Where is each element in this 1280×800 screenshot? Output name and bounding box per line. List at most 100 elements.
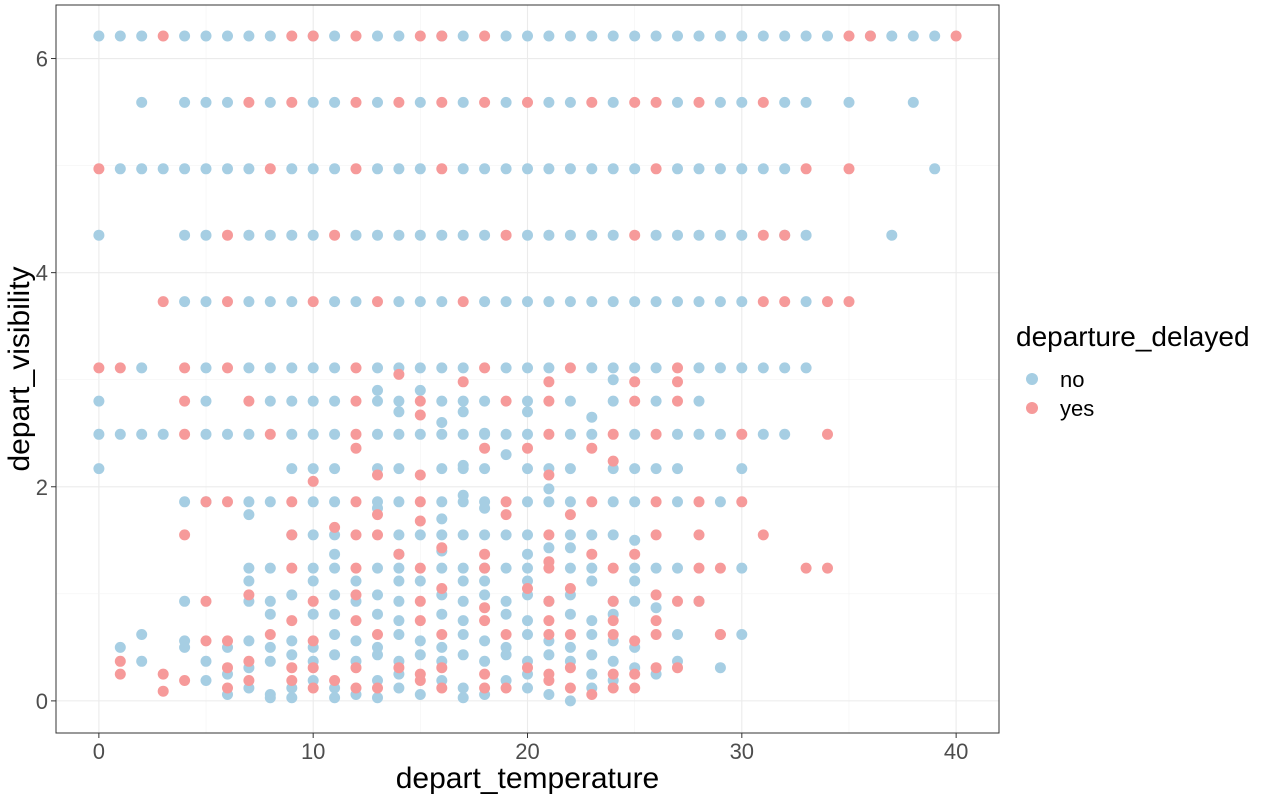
- data-point-yes: [800, 562, 812, 574]
- data-point-yes: [157, 296, 169, 308]
- data-point-yes: [629, 96, 641, 108]
- data-point-yes: [436, 583, 448, 594]
- data-point-yes: [822, 296, 833, 308]
- data-point-no: [372, 163, 383, 175]
- data-point-yes: [414, 515, 426, 527]
- data-point-no: [629, 163, 641, 175]
- data-point-no: [457, 395, 469, 407]
- legend-title: departure_delayed: [1016, 321, 1250, 352]
- data-point-no: [93, 30, 105, 42]
- data-point-no: [522, 406, 533, 418]
- data-point-no: [500, 449, 512, 461]
- data-point-yes: [500, 682, 512, 694]
- data-point-no: [393, 496, 405, 508]
- data-point-yes: [179, 395, 191, 407]
- data-point-yes: [586, 496, 598, 508]
- data-point-yes: [307, 662, 319, 674]
- data-point-no: [157, 163, 169, 175]
- data-point-yes: [436, 629, 448, 640]
- data-point-yes: [586, 548, 598, 560]
- data-point-no: [457, 459, 469, 471]
- data-point-no: [329, 589, 341, 601]
- data-point-no: [393, 428, 405, 440]
- data-point-yes: [222, 296, 233, 308]
- data-point-no: [393, 229, 405, 241]
- data-point-no: [436, 362, 448, 374]
- data-point-no: [307, 395, 319, 407]
- data-point-yes: [500, 509, 512, 521]
- data-point-no: [500, 362, 512, 374]
- data-point-yes: [479, 682, 491, 694]
- data-point-yes: [264, 163, 276, 175]
- data-point-no: [393, 682, 405, 694]
- data-point-no: [714, 496, 726, 508]
- data-point-no: [264, 562, 276, 574]
- data-point-no: [607, 30, 619, 42]
- data-point-yes: [179, 362, 191, 374]
- data-point-no: [500, 562, 512, 574]
- data-point-yes: [222, 662, 233, 674]
- data-point-no: [500, 529, 512, 541]
- data-point-no: [543, 229, 555, 241]
- data-point-no: [393, 629, 405, 640]
- data-point-yes: [672, 662, 683, 674]
- data-point-no: [264, 229, 276, 241]
- data-point-no: [522, 229, 533, 241]
- data-point-no: [329, 496, 341, 508]
- data-point-no: [264, 395, 276, 407]
- data-point-yes: [629, 682, 641, 694]
- data-point-yes: [286, 615, 298, 627]
- data-point-no: [393, 615, 405, 627]
- data-point-no: [522, 428, 533, 440]
- data-point-yes: [286, 675, 298, 686]
- data-point-no: [307, 362, 319, 374]
- data-point-no: [629, 562, 641, 574]
- data-point-no: [414, 296, 426, 308]
- data-point-no: [179, 30, 191, 42]
- data-point-yes: [586, 96, 598, 108]
- data-point-no: [179, 641, 191, 653]
- data-point-yes: [222, 362, 233, 374]
- data-point-no: [329, 608, 341, 620]
- data-point-no: [264, 296, 276, 308]
- data-point-yes: [157, 30, 169, 42]
- data-point-no: [243, 229, 255, 241]
- data-point-no: [222, 163, 233, 175]
- data-point-yes: [393, 548, 405, 560]
- data-point-no: [457, 595, 469, 607]
- data-point-no: [714, 662, 726, 674]
- data-point-no: [264, 608, 276, 620]
- data-point-no: [372, 608, 383, 620]
- data-point-yes: [222, 635, 233, 647]
- data-point-yes: [222, 682, 233, 694]
- data-point-no: [629, 362, 641, 374]
- data-point-yes: [500, 229, 512, 241]
- data-point-yes: [629, 548, 641, 560]
- data-point-no: [564, 296, 576, 308]
- data-point-no: [586, 575, 598, 587]
- data-point-no: [629, 595, 641, 607]
- data-point-no: [457, 163, 469, 175]
- data-point-no: [286, 463, 298, 475]
- data-point-no: [372, 96, 383, 108]
- data-point-no: [672, 428, 683, 440]
- data-point-yes: [564, 583, 576, 594]
- data-point-no: [714, 296, 726, 308]
- data-point-no: [479, 463, 491, 475]
- data-point-no: [672, 229, 683, 241]
- data-point-no: [457, 362, 469, 374]
- data-point-yes: [264, 428, 276, 440]
- axes: 0 10 20 30 40 0 2 4 6: [36, 47, 969, 764]
- data-point-no: [607, 529, 619, 541]
- data-point-no: [564, 96, 576, 108]
- data-point-yes: [200, 496, 212, 508]
- data-point-yes: [543, 556, 555, 568]
- data-point-no: [457, 692, 469, 704]
- data-point-yes: [436, 682, 448, 694]
- data-point-yes: [350, 30, 362, 42]
- data-point-yes: [779, 229, 791, 241]
- data-point-no: [672, 496, 683, 508]
- data-point-no: [136, 30, 148, 42]
- data-point-no: [736, 463, 748, 475]
- data-point-no: [693, 30, 705, 42]
